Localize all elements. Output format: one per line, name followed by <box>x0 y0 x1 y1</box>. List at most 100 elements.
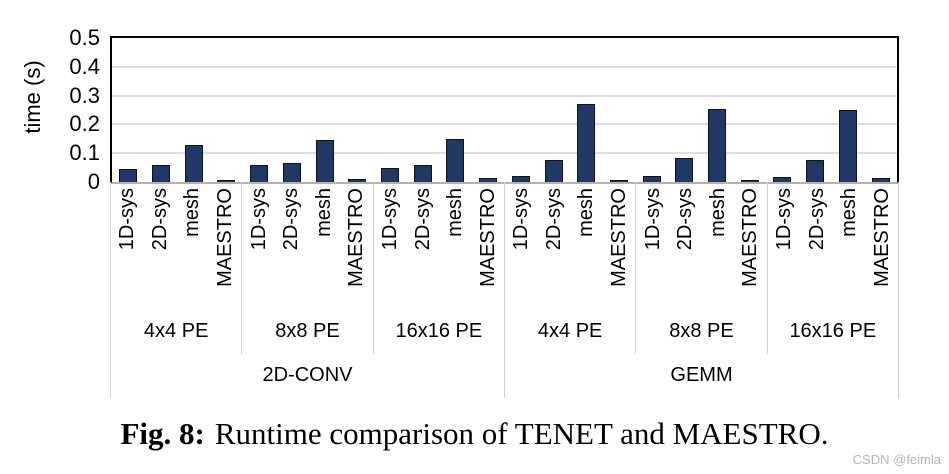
mapper-label: 1D-sys <box>641 188 664 251</box>
mapper-label-slot: 2D-sys <box>669 182 702 316</box>
bar-slot <box>308 38 341 182</box>
bar-series <box>112 38 897 182</box>
pe-size-label: 8x8 PE <box>275 320 340 342</box>
mapper-label-slot: mesh <box>570 182 603 316</box>
bar-GEMM-4x4PE-1D-sys <box>511 176 530 182</box>
mapper-label: mesh <box>312 188 335 237</box>
plot-area <box>110 36 899 184</box>
bar-slot <box>832 38 865 182</box>
mapper-label-slot: 2D-sys <box>800 182 833 316</box>
bar-2D-CONV-8x8PE-2D-sys <box>282 163 301 182</box>
mapper-label-band: 1D-sys 2D-sys mesh MAESTRO <box>636 182 766 316</box>
mapper-label: 1D-sys <box>116 188 139 251</box>
pe-group-cell: 1D-sys 2D-sys mesh MAESTRO 16x16 PE <box>768 182 898 354</box>
pe-group-row: 1D-sys 2D-sys mesh MAESTRO 4x4 PE 1D-sys 2D-sy… <box>111 182 898 354</box>
bar-slot <box>145 38 178 182</box>
bar-2D-CONV-4x4PE-1D-sys <box>119 169 138 182</box>
y-axis-ticks: 0 0.1 0.2 0.3 0.4 0.5 <box>34 26 100 194</box>
bar-slot <box>276 38 309 182</box>
y-tick-label: 0.4 <box>69 53 100 79</box>
bar-GEMM-8x8PE-2D-sys <box>675 158 694 182</box>
mapper-label-band: 1D-sys 2D-sys mesh MAESTRO <box>242 182 372 316</box>
mapper-label-slot: 1D-sys <box>505 182 538 316</box>
mapper-label-slot: 2D-sys <box>275 182 308 316</box>
mapper-label-slot: 1D-sys <box>636 182 669 316</box>
bar-group <box>635 38 766 182</box>
bar-2D-CONV-8x8PE-mesh <box>315 140 334 182</box>
mapper-label: 1D-sys <box>772 188 795 251</box>
bar-slot <box>603 38 636 182</box>
bar-2D-CONV-8x8PE-1D-sys <box>250 165 269 182</box>
mapper-label: mesh <box>575 188 598 237</box>
mapper-label-band: 1D-sys 2D-sys mesh MAESTRO <box>505 182 635 316</box>
bar-2D-CONV-8x8PE-MAESTRO <box>348 179 367 182</box>
bar-GEMM-16x16PE-2D-sys <box>806 160 825 182</box>
mapper-label: 1D-sys <box>247 188 270 251</box>
pe-group-cell: 1D-sys 2D-sys mesh MAESTRO 4x4 PE <box>111 182 243 354</box>
bar-slot <box>374 38 407 182</box>
gridline <box>112 94 897 97</box>
mapper-label: mesh <box>181 188 204 237</box>
gridline <box>112 152 897 155</box>
mapper-label: 2D-sys <box>805 188 828 251</box>
mapper-label: 2D-sys <box>148 188 171 251</box>
mapper-label-slot: MAESTRO <box>603 182 636 316</box>
caption-text: Runtime comparison of TENET and MAESTRO. <box>214 416 829 451</box>
mapper-label-slot: 1D-sys <box>111 182 144 316</box>
bar-2D-CONV-16x16PE-MAESTRO <box>479 178 498 182</box>
mapper-label-slot: 2D-sys <box>406 182 439 316</box>
mapper-label-slot: mesh <box>833 182 866 316</box>
bar-slot <box>864 38 897 182</box>
y-tick-label: 0.2 <box>69 111 100 137</box>
pe-group-cell: 1D-sys 2D-sys mesh MAESTRO 16x16 PE <box>374 182 505 354</box>
bar-2D-CONV-4x4PE-MAESTRO <box>217 180 236 182</box>
pe-group-cell: 1D-sys 2D-sys mesh MAESTRO 4x4 PE <box>505 182 637 354</box>
bar-slot <box>406 38 439 182</box>
mapper-label: MAESTRO <box>345 188 368 287</box>
workload-row: 2D-CONV GEMM <box>111 354 898 398</box>
bar-GEMM-8x8PE-MAESTRO <box>740 180 759 182</box>
pe-size-label: 4x4 PE <box>143 320 209 342</box>
mapper-label-slot: 1D-sys <box>768 182 801 316</box>
mapper-label-slot: MAESTRO <box>865 182 898 316</box>
mapper-label: MAESTRO <box>214 188 237 287</box>
bar-slot <box>472 38 505 182</box>
mapper-label: 1D-sys <box>510 188 533 251</box>
bar-2D-CONV-16x16PE-mesh <box>446 139 465 182</box>
bar-slot <box>668 38 701 182</box>
mapper-label-slot: 2D-sys <box>144 182 177 316</box>
bar-slot <box>112 38 145 182</box>
mapper-label: MAESTRO <box>739 188 762 287</box>
watermark: CSDN @feimla <box>852 452 941 467</box>
mapper-label-slot: mesh <box>307 182 340 316</box>
bar-slot <box>701 38 734 182</box>
bar-GEMM-16x16PE-mesh <box>838 110 857 182</box>
bar-slot <box>635 38 668 182</box>
bar-slot <box>439 38 472 182</box>
bar-slot <box>799 38 832 182</box>
bar-slot <box>177 38 210 182</box>
mapper-label-slot: MAESTRO <box>209 182 242 316</box>
mapper-label: MAESTRO <box>608 188 630 287</box>
mapper-label: 2D-sys <box>280 188 303 251</box>
gridline <box>112 123 897 126</box>
mapper-label-slot: mesh <box>701 182 734 316</box>
bar-slot <box>570 38 603 182</box>
caption-label: Fig. 8: <box>120 416 205 451</box>
mapper-label-slot: MAESTRO <box>471 182 504 316</box>
bar-group <box>112 38 243 182</box>
pe-group-cell: 1D-sys 2D-sys mesh MAESTRO 8x8 PE <box>242 182 374 354</box>
bar-slot <box>341 38 374 182</box>
bar-GEMM-16x16PE-1D-sys <box>773 177 792 182</box>
bar-GEMM-4x4PE-2D-sys <box>544 160 563 182</box>
y-tick-label: 0.1 <box>69 140 100 166</box>
bar-slot <box>504 38 537 182</box>
bar-slot <box>766 38 799 182</box>
bar-2D-CONV-16x16PE-2D-sys <box>413 165 432 182</box>
mapper-label-band: 1D-sys 2D-sys mesh MAESTRO <box>374 182 504 316</box>
bar-group <box>374 38 505 182</box>
bar-GEMM-8x8PE-1D-sys <box>642 176 661 182</box>
bar-slot <box>210 38 243 182</box>
bar-slot <box>733 38 766 182</box>
